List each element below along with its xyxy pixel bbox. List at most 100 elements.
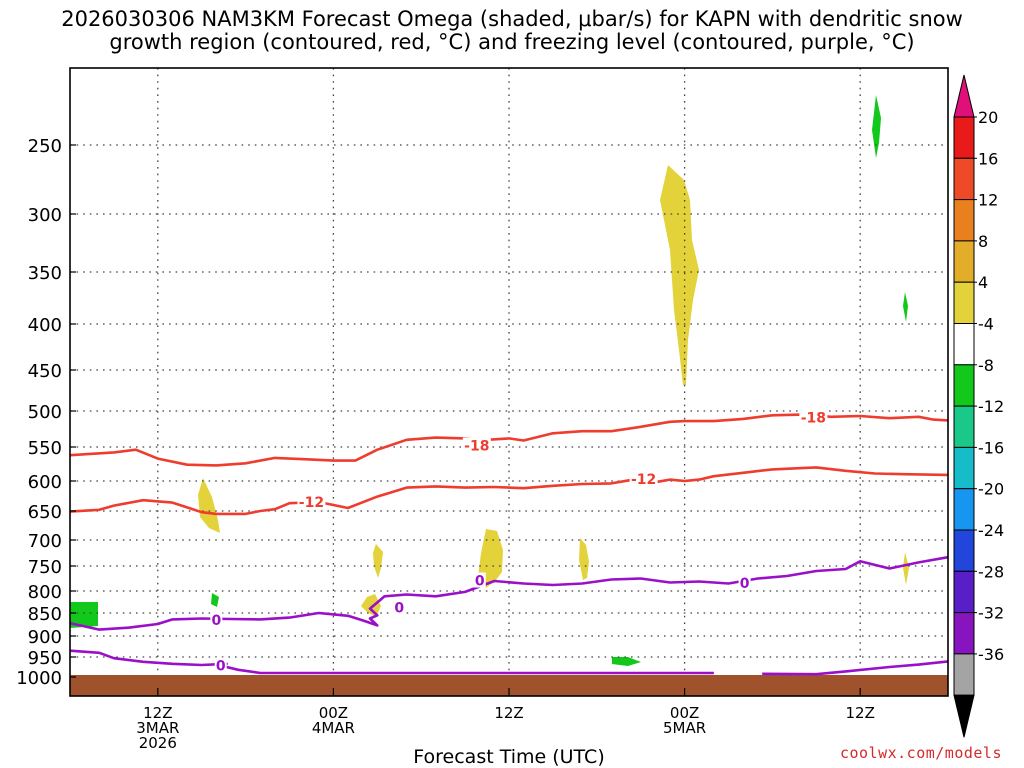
contour-label-bg (393, 599, 406, 615)
colorbar-label: -12 (978, 397, 1004, 416)
colorbar-label: 20 (978, 108, 998, 127)
x-tick-label: 12Z (143, 704, 172, 722)
title-line-2: growth region (contoured, red, °C) and f… (109, 30, 915, 54)
contour-label: -18 (801, 410, 826, 426)
omega-shading (70, 95, 909, 666)
contour-label: -18 (464, 439, 489, 455)
chart-title: 2026030306 NAM3KM Forecast Omega (shaded… (0, 8, 1024, 54)
colorbar-swatch (953, 570, 975, 614)
y-tick-label: 950 (28, 648, 62, 669)
colorbar-swatch (953, 157, 975, 201)
contour-label-bg (297, 494, 326, 509)
y-tick-label: 650 (28, 502, 62, 523)
plot-frame (69, 67, 949, 697)
contour-label-bg (799, 409, 828, 425)
omega-upward-area (903, 552, 909, 585)
x-tick-label: 2026 (139, 734, 177, 752)
colorbar: 20 16 12 8 4 -4 -8 -12 -16 -20 -24 -28 -32 -36 (953, 74, 1004, 738)
colorbar-label: -36 (978, 645, 1004, 664)
y-tick-label: 750 (28, 557, 62, 578)
x-axis-label: Forecast Time (UTC) (413, 746, 604, 768)
contour-label: 0 (394, 601, 404, 617)
colorbar-label: -24 (978, 521, 1004, 540)
colorbar-swatch (953, 199, 975, 242)
omega-upward-area (660, 165, 699, 385)
colorbar-label: -32 (978, 604, 1004, 623)
contour-label: 0 (211, 613, 221, 629)
source-credit: coolwx.com/models (839, 744, 1002, 762)
title-line-1: 2026030306 NAM3KM Forecast Omega (shaded… (61, 7, 963, 31)
omega-downward-area (612, 657, 641, 666)
omega-upward-area (361, 594, 381, 617)
contour-label-bg (629, 470, 658, 486)
y-tick-label: 350 (28, 263, 62, 284)
colorbar-swatch (953, 612, 975, 655)
contour-labels: -18 -18 -12 -12 0 0 0 0 0 (210, 409, 828, 674)
contour-label: 0 (475, 574, 485, 590)
y-tick-label: 300 (28, 205, 62, 226)
colorbar-swatch (953, 116, 975, 159)
x-tick-label: 3MAR (136, 719, 179, 737)
colorbar-swatch (953, 488, 975, 531)
x-tick-label: 12Z (494, 704, 523, 722)
ground-terrain (70, 675, 948, 696)
y-tick-label: 600 (28, 472, 62, 493)
contour-label-bg (473, 572, 486, 588)
colorbar-swatch (953, 529, 975, 572)
colorbar-label: -28 (978, 562, 1004, 581)
y-tick-label: 400 (28, 315, 62, 336)
y-tick-label: 1000 (16, 668, 62, 689)
colorbar-bottom-arrow (953, 694, 975, 738)
x-tick-label: 00Z (670, 704, 699, 722)
colorbar-label: 4 (978, 273, 988, 292)
contour-label-bg (214, 657, 227, 673)
y-tick-label: 850 (28, 604, 62, 625)
omega-upward-area (373, 544, 383, 578)
contour-label: 0 (216, 658, 226, 674)
y-tick-label: 900 (28, 627, 62, 648)
contour-label-bg (738, 575, 751, 590)
colorbar-label: -16 (978, 438, 1004, 457)
colorbar-swatch (953, 323, 975, 366)
omega-upward-area (198, 478, 220, 533)
contour-line (762, 660, 949, 676)
grid (70, 68, 948, 696)
colorbar-label: -20 (978, 480, 1004, 499)
colorbar-swatch (953, 446, 975, 490)
colorbar-swatch (953, 653, 975, 696)
colorbar-swatch (953, 364, 975, 407)
omega-upward-area (579, 538, 589, 580)
omega-downward-area (211, 593, 219, 607)
contour-line (69, 466, 949, 516)
y-tick-label: 250 (28, 136, 62, 157)
colorbar-label: 8 (978, 232, 988, 251)
colorbar-swatch (953, 281, 975, 325)
contour-label: -12 (299, 495, 324, 511)
x-tick-label: 00Z (319, 704, 348, 722)
y-tick-label: 700 (28, 531, 62, 552)
colorbar-label: -4 (978, 315, 994, 334)
omega-downward-area (903, 292, 908, 322)
x-tick-label: 5MAR (663, 719, 706, 737)
contour-label-bg (462, 437, 491, 453)
colorbar-label: 12 (978, 191, 998, 210)
contour-label: -12 (631, 472, 656, 488)
colorbar-label: 16 (978, 149, 998, 168)
omega-downward-area (872, 95, 881, 158)
contour-label: 0 (740, 576, 750, 592)
colorbar-swatch (953, 240, 975, 283)
colorbar-top-arrow (953, 74, 975, 118)
y-tick-label: 450 (28, 361, 62, 382)
contour-label-bg (210, 611, 223, 627)
y-axis: 2503003504004505005506006507007508008509… (16, 136, 76, 689)
colorbar-swatch (953, 405, 975, 448)
y-tick-label: 500 (28, 402, 62, 423)
x-tick-label: 4MAR (312, 719, 355, 737)
contour-line (69, 555, 949, 631)
omega-downward-area (70, 602, 98, 628)
y-tick-label: 550 (28, 438, 62, 459)
colorbar-label: -8 (978, 356, 994, 375)
y-tick-label: 800 (28, 582, 62, 603)
